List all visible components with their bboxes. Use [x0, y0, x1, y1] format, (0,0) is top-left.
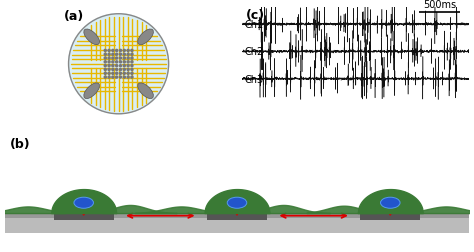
Bar	[5, 213, 469, 218]
Circle shape	[104, 54, 106, 56]
Circle shape	[112, 69, 114, 71]
Circle shape	[127, 69, 129, 71]
Text: Ch3: Ch3	[245, 74, 264, 84]
Circle shape	[119, 58, 121, 60]
Circle shape	[127, 54, 129, 56]
Circle shape	[104, 69, 106, 71]
Text: (b): (b)	[9, 138, 30, 151]
Circle shape	[123, 58, 125, 60]
Circle shape	[123, 77, 125, 79]
Bar	[207, 209, 267, 220]
Circle shape	[112, 73, 114, 75]
Ellipse shape	[84, 30, 100, 45]
Circle shape	[119, 69, 121, 71]
Circle shape	[131, 69, 133, 71]
Circle shape	[123, 50, 125, 52]
Circle shape	[104, 77, 106, 79]
Bar	[360, 209, 420, 220]
Circle shape	[123, 54, 125, 56]
Circle shape	[127, 65, 129, 68]
Circle shape	[127, 58, 129, 60]
Circle shape	[116, 61, 118, 64]
Circle shape	[131, 73, 133, 75]
Circle shape	[119, 77, 121, 79]
Ellipse shape	[138, 84, 154, 99]
Circle shape	[123, 69, 125, 71]
Circle shape	[116, 65, 118, 68]
Circle shape	[131, 61, 133, 64]
Bar	[5, 213, 469, 233]
Circle shape	[116, 69, 118, 71]
Circle shape	[119, 65, 121, 68]
Circle shape	[108, 77, 110, 79]
Circle shape	[123, 61, 125, 64]
Circle shape	[116, 77, 118, 79]
Circle shape	[119, 50, 121, 52]
Bar	[54, 209, 114, 220]
Circle shape	[69, 15, 169, 114]
Circle shape	[104, 50, 106, 52]
Circle shape	[112, 65, 114, 68]
Circle shape	[112, 50, 114, 52]
Circle shape	[104, 65, 106, 68]
Circle shape	[112, 77, 114, 79]
Text: (a): (a)	[64, 10, 84, 23]
Circle shape	[131, 58, 133, 60]
Circle shape	[131, 77, 133, 79]
Circle shape	[127, 77, 129, 79]
Circle shape	[119, 73, 121, 75]
Ellipse shape	[138, 30, 154, 45]
Circle shape	[116, 58, 118, 60]
Circle shape	[116, 50, 118, 52]
Circle shape	[108, 54, 110, 56]
Ellipse shape	[74, 197, 93, 208]
Circle shape	[108, 69, 110, 71]
Circle shape	[127, 50, 129, 52]
Ellipse shape	[381, 197, 400, 208]
Circle shape	[131, 50, 133, 52]
Ellipse shape	[84, 84, 100, 99]
Circle shape	[119, 61, 121, 64]
Circle shape	[123, 73, 125, 75]
Circle shape	[116, 73, 118, 75]
Text: 500ms: 500ms	[423, 0, 456, 10]
Circle shape	[104, 58, 106, 60]
Circle shape	[127, 61, 129, 64]
Circle shape	[123, 65, 125, 68]
Circle shape	[119, 54, 121, 56]
Circle shape	[108, 73, 110, 75]
Text: (c): (c)	[246, 9, 265, 22]
Circle shape	[108, 65, 110, 68]
Circle shape	[104, 61, 106, 64]
Circle shape	[131, 65, 133, 68]
Circle shape	[127, 73, 129, 75]
Circle shape	[112, 61, 114, 64]
Circle shape	[116, 54, 118, 56]
Text: Ch2: Ch2	[245, 47, 264, 57]
Ellipse shape	[227, 197, 247, 208]
Circle shape	[112, 54, 114, 56]
Circle shape	[108, 58, 110, 60]
Circle shape	[112, 58, 114, 60]
Circle shape	[108, 50, 110, 52]
Circle shape	[104, 73, 106, 75]
Text: Ch1: Ch1	[245, 20, 264, 30]
Circle shape	[108, 61, 110, 64]
Circle shape	[131, 54, 133, 56]
